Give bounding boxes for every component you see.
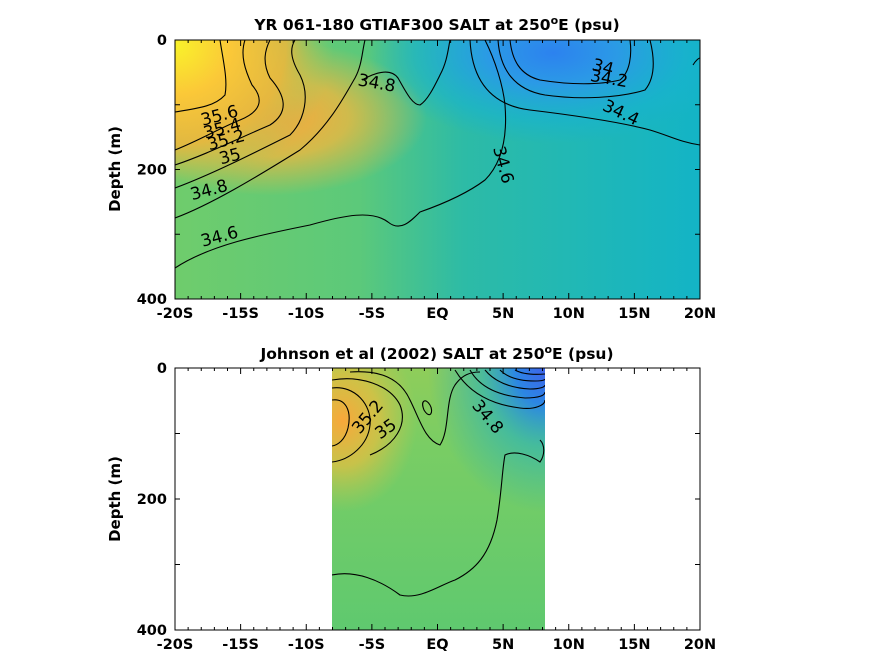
b-contour-blue-1 [454,369,545,409]
bottom-tick-marks [174,367,701,631]
bottom-title: Johnson et al (2002) SALT at 250oE (psu) [259,343,613,363]
bottom-y-axis-label: Depth (m) [106,456,124,542]
top-heatmap [175,40,700,299]
contour-35 [175,40,306,189]
top-y-tick-labels: 0 200 400 [137,33,167,308]
bottom-y-tick-labels: 0 200 400 [137,361,167,639]
x-tick-label: -10S [288,306,325,322]
x-tick-label: 15N [618,306,650,322]
bottom-panel: Johnson et al (2002) SALT at 250oE (psu)… [106,343,716,653]
b-contour-blue-2 [469,369,545,399]
top-title: YR 061-180 GTIAF300 SALT at 250oE (psu) [253,14,619,34]
x-tick-label: -20S [157,637,194,653]
b-contour-35-4 [332,399,350,447]
y-tick-label: 0 [157,33,167,49]
contour-34-8-top [361,40,451,106]
bottom-contours [332,369,545,597]
contour-35-6 [175,40,227,113]
y-tick-label: 0 [157,361,167,377]
b-contour-small-loop [422,400,433,416]
contour-34-4 [469,40,700,146]
contour-34 [509,40,632,85]
contour-35-4 [175,40,260,151]
b-contour-blue-5 [514,369,545,375]
top-tick-marks [174,39,701,300]
y-tick-label: 400 [137,623,167,639]
y-tick-label: 200 [137,492,167,508]
b-contour-35-2 [332,387,371,463]
contour-35-2 [175,40,284,166]
x-tick-label: -15S [222,637,259,653]
x-tick-label: 10N [553,637,585,653]
bottom-x-tick-labels: -20S -15S -10S -5S EQ 5N 10N 15N 20N [157,637,716,653]
x-tick-label: EQ [426,306,448,322]
x-tick-label: 20N [684,306,716,322]
x-tick-label: 15N [618,637,650,653]
b-contour-34-6 [332,439,545,597]
b-contour-35 [332,378,403,456]
y-tick-label: 400 [137,292,167,308]
x-tick-label: EQ [426,637,448,653]
x-tick-label: -5S [359,306,386,322]
bottom-heatmap [332,368,545,630]
x-tick-label: -10S [288,637,325,653]
top-y-axis-label: Depth (m) [106,126,124,212]
b-contour-blue-3 [484,369,545,390]
x-tick-label: 20N [684,637,716,653]
top-panel: YR 061-180 GTIAF300 SALT at 250oE (psu) … [106,14,716,322]
contour-34-2 [497,40,654,99]
contour-34-6 [175,40,507,269]
top-x-tick-labels: -20S -15S -10S -5S EQ 5N 10N 15N 20N [157,306,716,322]
x-tick-label: -15S [222,306,259,322]
x-tick-label: 5N [492,637,514,653]
x-tick-label: -20S [157,306,194,322]
b-contour-blue-4 [499,369,545,382]
x-tick-label: 5N [492,306,514,322]
x-tick-label: 10N [553,306,585,322]
y-tick-label: 200 [137,163,167,179]
x-tick-label: -5S [359,637,386,653]
contour-34-8-left [175,40,366,219]
